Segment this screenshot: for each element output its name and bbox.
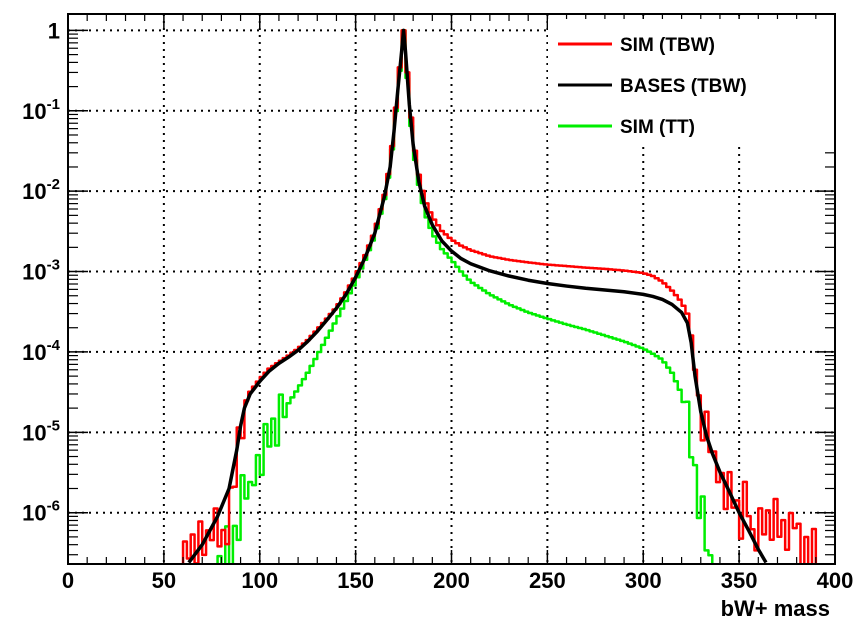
x-tick-label: 300 <box>625 568 662 593</box>
x-tick-label: 50 <box>152 568 176 593</box>
y-tick-label: 1 <box>48 18 60 43</box>
legend: SIM (TBW) BASES (TBW) SIM (TT) <box>548 19 834 147</box>
x-tick-label: 0 <box>62 568 74 593</box>
y-tick-label: 10-3 <box>22 257 60 285</box>
grid <box>68 14 835 564</box>
x-tick-label: 150 <box>337 568 374 593</box>
series-line <box>187 28 768 564</box>
series-line <box>216 29 714 564</box>
x-tick-label: 400 <box>817 568 854 593</box>
y-tick-label: 10-1 <box>22 96 60 124</box>
y-tick-label: 10-6 <box>22 498 60 526</box>
series-layer <box>181 28 818 564</box>
y-tick-label: 10-5 <box>22 417 60 445</box>
legend-label: SIM (TT) <box>620 117 695 138</box>
y-tick-label: 10-2 <box>22 176 60 204</box>
y-tick-labels: 1 10-1 10-2 10-3 10-4 10-5 10-6 <box>22 18 60 525</box>
legend-label: BASES (TBW) <box>620 76 747 97</box>
legend-label: SIM (TBW) <box>620 35 715 56</box>
y-tick-label: 10-4 <box>22 337 60 365</box>
x-tick-labels: 0 50 100 150 200 250 300 350 400 <box>62 568 853 593</box>
x-tick-label: 250 <box>529 568 566 593</box>
x-tick-label: 100 <box>241 568 278 593</box>
x-tick-label: 350 <box>721 568 758 593</box>
x-axis-title: bW+ mass <box>721 596 830 621</box>
x-tick-label: 200 <box>433 568 470 593</box>
